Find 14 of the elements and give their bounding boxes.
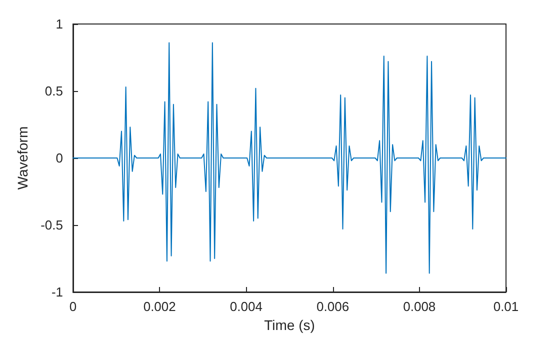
x-axis-title: Time (s) xyxy=(264,317,315,333)
x-tick-label: 0.01 xyxy=(493,299,519,314)
y-tick-label: 0 xyxy=(56,150,63,166)
y-tick-label: 1 xyxy=(56,16,63,32)
x-tick-label: 0.004 xyxy=(230,299,262,314)
y-axis-title: Waveform xyxy=(14,126,31,190)
x-tick-label: 0.002 xyxy=(143,299,176,314)
x-tick-label: 0.008 xyxy=(403,299,436,314)
x-tick-label: 0.006 xyxy=(316,299,350,314)
x-tick-label: 0 xyxy=(69,299,77,314)
line-series xyxy=(72,42,506,274)
y-tick-label: 0.5 xyxy=(44,84,63,98)
y-tick-label: -1 xyxy=(51,284,63,300)
y-tick-label: -0.5 xyxy=(40,218,63,232)
